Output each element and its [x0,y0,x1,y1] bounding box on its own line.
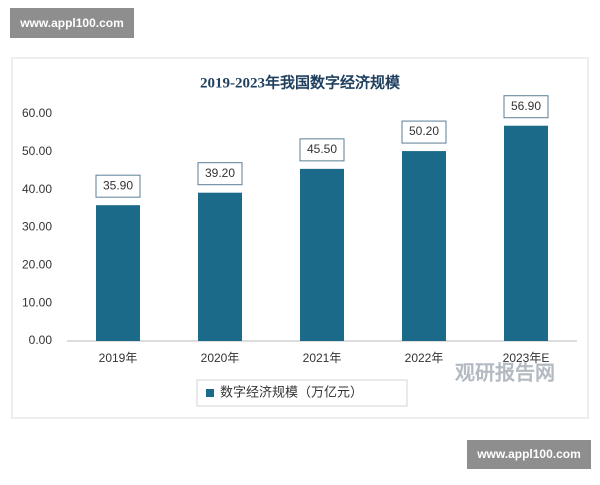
y-tick-label: 60.00 [22,106,52,120]
legend-box [196,379,408,407]
legend-label: 数字经济规模（万亿元） [220,384,363,399]
value-label-box [197,162,243,186]
value-label: 56.90 [511,99,541,113]
y-tick-label: 40.00 [22,182,52,196]
value-label-box [503,95,549,119]
value-label: 45.50 [307,142,337,156]
bar [504,125,548,341]
value-label-box [401,120,447,144]
bar [402,151,446,341]
x-tick-label: 2023年E [503,351,550,365]
chart-title: 2019-2023年我国数字经济规模 [200,73,401,91]
watermark-box [467,440,591,469]
bar [198,192,242,341]
legend-swatch [206,389,214,397]
watermark: www.appl100.com [19,16,124,30]
bar [300,168,344,341]
x-tick-label: 2020年 [201,351,240,365]
y-tick-label: 0.00 [29,333,53,347]
y-tick-label: 50.00 [22,144,52,158]
bar [96,205,140,341]
x-tick-label: 2022年 [405,351,444,365]
value-label: 50.20 [409,124,439,138]
watermark: 观研报告网 [455,360,555,384]
value-label-box [299,138,345,162]
watermark-box [10,8,134,38]
y-tick-label: 20.00 [22,258,52,272]
y-tick-label: 30.00 [22,220,52,234]
value-label-box [95,174,141,198]
y-tick-label: 10.00 [22,295,52,309]
x-tick-label: 2019年 [99,351,138,365]
value-label: 35.90 [103,178,133,192]
watermark: www.appl100.com [476,447,581,461]
x-tick-label: 2021年 [303,351,342,365]
value-label: 39.20 [205,166,235,180]
